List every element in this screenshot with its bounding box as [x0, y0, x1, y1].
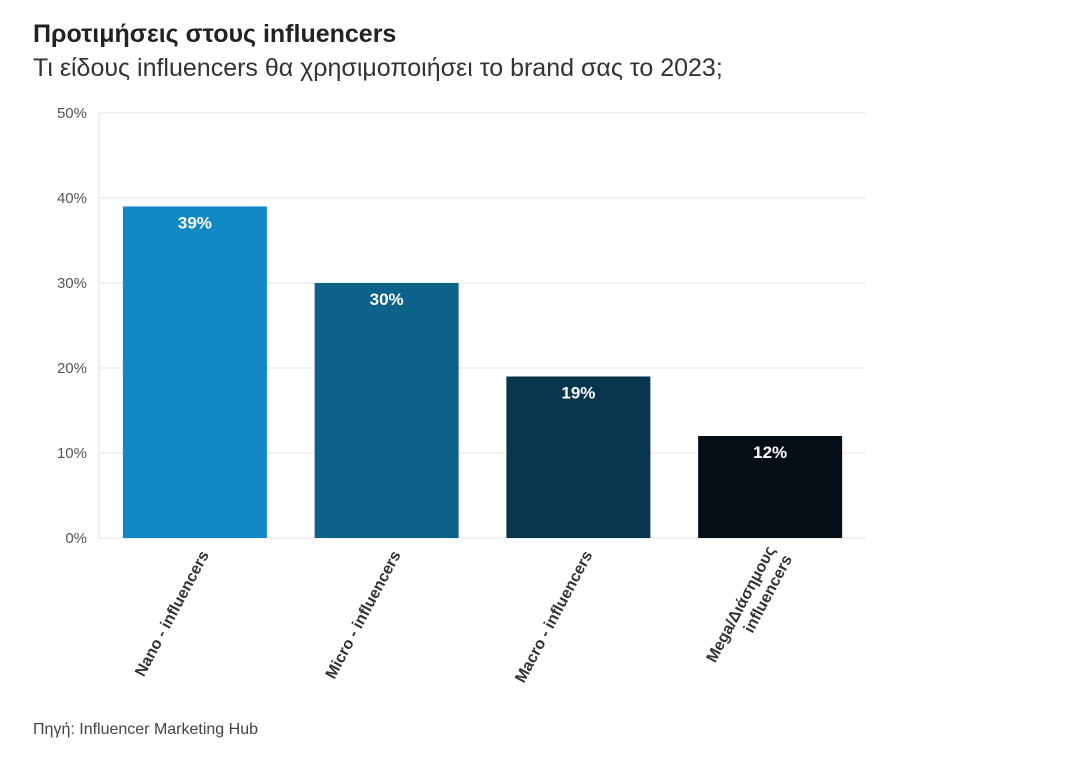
y-tick-label: 30% [57, 275, 87, 292]
y-tick-label: 10% [57, 445, 87, 462]
bar [698, 436, 843, 538]
data-label: 39% [178, 214, 212, 233]
data-label: 12% [753, 443, 787, 462]
x-tick-label: Macro - influencers [512, 548, 596, 686]
bar [314, 283, 459, 538]
y-tick-label: 0% [65, 530, 87, 547]
x-tick-label-group: Macro - influencers [512, 548, 596, 686]
x-tick-label-group: Nano - influencers [132, 548, 213, 679]
data-label: 19% [561, 384, 595, 403]
y-tick-label: 20% [57, 360, 87, 377]
data-label: 30% [370, 290, 404, 309]
y-tick-label: 50% [57, 105, 87, 122]
source-note: Πηγή: Influencer Marketing Hub [33, 721, 258, 738]
chart-subtitle: Τι είδους influencers θα χρησιμοποιήσει … [33, 54, 723, 82]
y-tick-label: 40% [57, 190, 87, 207]
chart-title: Προτιμήσεις στους influencers [33, 20, 397, 48]
bar [506, 376, 651, 538]
bar [122, 206, 267, 538]
x-tick-label: Micro - influencers [323, 548, 405, 682]
x-tick-label-group: Micro - influencers [323, 548, 405, 682]
x-tick-label: Nano - influencers [132, 548, 213, 679]
